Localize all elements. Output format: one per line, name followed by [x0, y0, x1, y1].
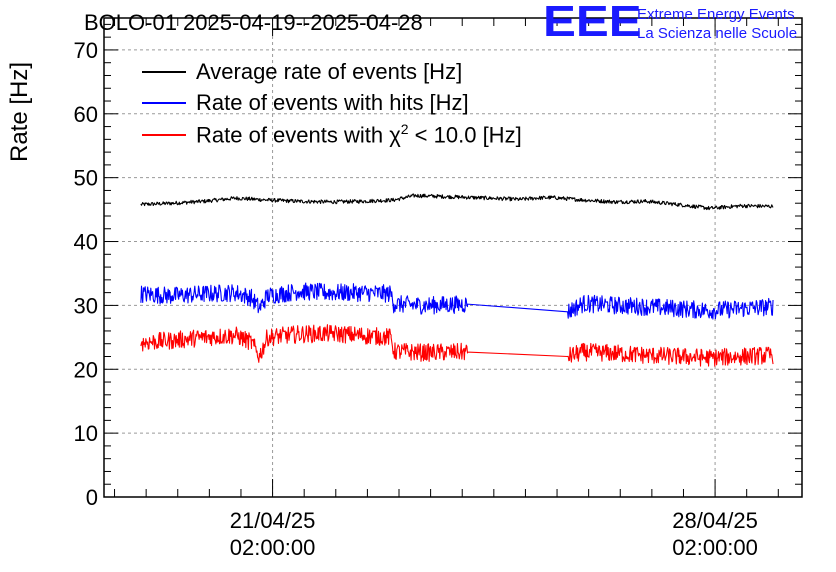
chart-title: BOLO-01 2025-04-19--2025-04-28: [84, 10, 423, 35]
y-tick-label: 0: [86, 485, 98, 510]
x-tick-label: 28/04/25 02:00:00: [650, 507, 780, 561]
y-tick-label: 60: [74, 102, 98, 127]
legend-item-hits: Rate of events with hits [Hz]: [142, 88, 469, 118]
legend-label-hits: Rate of events with hits [Hz]: [196, 90, 469, 115]
y-tick-label: 40: [74, 230, 98, 255]
legend-item-chi2: Rate of events with χ2 < 10.0 [Hz]: [142, 120, 522, 150]
x-tick-time: 02:00:00: [672, 535, 758, 560]
legend-label-chi2-tail: < 10.0 [Hz]: [408, 122, 522, 148]
legend-swatch-hits: [142, 102, 186, 104]
eee-logo: EEE: [543, 0, 642, 46]
logo-caption: Extreme Energy Events La Scienza nelle S…: [637, 5, 797, 43]
y-tick-label: 70: [74, 38, 98, 63]
series-line-2: [140, 324, 774, 367]
series-line-1: [140, 282, 774, 320]
plot-frame: [103, 17, 803, 498]
logo-line-1: Extreme Energy Events: [637, 6, 795, 23]
y-tick-label: 50: [74, 166, 98, 191]
x-tick-date: 21/04/25: [229, 508, 316, 533]
x-tick-date: 28/04/25: [672, 508, 758, 533]
series-line-0: [140, 193, 774, 211]
legend-swatch-average: [142, 71, 186, 73]
legend-label-chi2: Rate of events with χ2 < 10.0 [Hz]: [196, 121, 522, 148]
legend-label-chi2-sup: 2: [400, 121, 409, 138]
y-axis-label: Rate [Hz]: [6, 61, 33, 162]
x-tick-time: 02:00:00: [229, 535, 316, 560]
legend-label-chi2-main: Rate of events with χ: [196, 122, 401, 148]
x-tick-label: 21/04/25 02:00:00: [208, 507, 338, 561]
legend-swatch-chi2: [142, 134, 186, 136]
y-tick-label: 10: [74, 421, 98, 446]
legend-item-average: Average rate of events [Hz]: [142, 57, 462, 87]
legend-label-average: Average rate of events [Hz]: [196, 59, 463, 84]
logo-line-2: La Scienza nelle Scuole: [637, 25, 798, 42]
y-tick-label: 30: [74, 293, 98, 318]
y-tick-label: 20: [74, 357, 98, 382]
